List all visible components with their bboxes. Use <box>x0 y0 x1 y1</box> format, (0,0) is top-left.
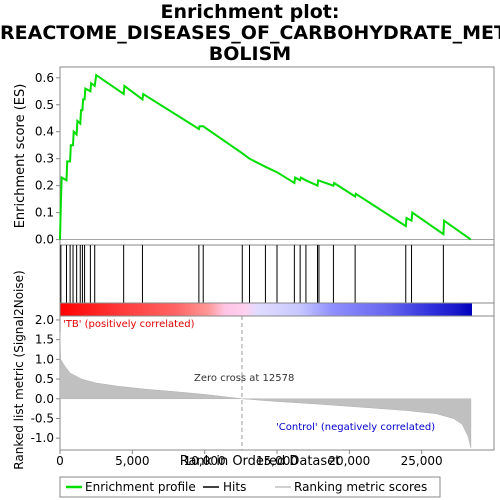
metric-panel-frame <box>59 315 495 451</box>
metric-y-tick-label: 1.5 <box>35 333 54 347</box>
es-y-tick-label: 0.3 <box>35 152 54 166</box>
title-line-2: REACTOME_DISEASES_OF_CARBOHYDRATE_META <box>0 22 500 44</box>
enrichment-profile-line <box>59 73 472 241</box>
chart-title: Enrichment plot: REACTOME_DISEASES_OF_CA… <box>0 2 500 65</box>
metric-y-axis-label: Ranked list metric (Signal2Noise) <box>12 270 26 469</box>
legend-metric-label: Ranking metric scores <box>294 480 427 494</box>
x-tick-label: 5,000 <box>115 454 149 468</box>
negative-correlation-label: 'Control' (negatively correlated) <box>276 422 435 433</box>
zero-cross-label: Zero cross at 12578 <box>194 373 294 384</box>
metric-y-tick-label: 1.0 <box>35 352 54 366</box>
es-y-axis: 0.0 0.1 0.2 0.3 0.4 0.5 0.6 <box>35 71 60 247</box>
metric-y-tick-label: 0.5 <box>35 372 54 386</box>
x-tick-label: 0 <box>56 454 64 468</box>
x-tick-label: 25,000 <box>401 454 443 468</box>
legend-hits-label: Hits <box>223 480 246 494</box>
title-line-1: Enrichment plot: <box>160 1 340 23</box>
es-y-tick-label: 0.2 <box>35 179 54 193</box>
x-tick-label: 10,000 <box>184 454 226 468</box>
es-y-tick-label: 0.5 <box>35 98 54 112</box>
metric-y-tick-label: -1.0 <box>31 431 54 445</box>
es-y-tick-label: 0.1 <box>35 206 54 220</box>
metric-y-tick-label: -0.5 <box>31 411 54 425</box>
hits-marks <box>60 245 444 303</box>
x-tick-label: 20,000 <box>328 454 370 468</box>
title-line-3: BOLISM <box>208 43 292 65</box>
ranking-metric-area <box>59 331 472 449</box>
metric-y-tick-label: 2.0 <box>35 313 54 327</box>
x-tick-label: 15,000 <box>256 454 298 468</box>
es-y-axis-label: Enrichment score (ES) <box>13 84 28 229</box>
es-y-tick-label: 0.6 <box>35 71 54 85</box>
metric-y-axis: -1.0 -0.5 0.0 0.5 1.0 1.5 2.0 <box>31 313 60 445</box>
es-y-tick-label: 0.4 <box>35 125 54 139</box>
x-axis-label: Rank in Ordered Dataset <box>180 454 341 469</box>
es-y-tick-label: 0.0 <box>35 233 54 247</box>
legend-profile-label: Enrichment profile <box>85 480 196 494</box>
rank-color-bar <box>60 303 472 316</box>
es-panel-frame <box>59 66 495 246</box>
metric-x-axis: 0 5,000 10,000 15,000 20,000 25,000 <box>56 450 443 468</box>
legend-box <box>59 476 441 498</box>
metric-y-tick-label: 0.0 <box>35 392 54 406</box>
positive-correlation-label: 'TB' (positively correlated) <box>63 319 195 330</box>
